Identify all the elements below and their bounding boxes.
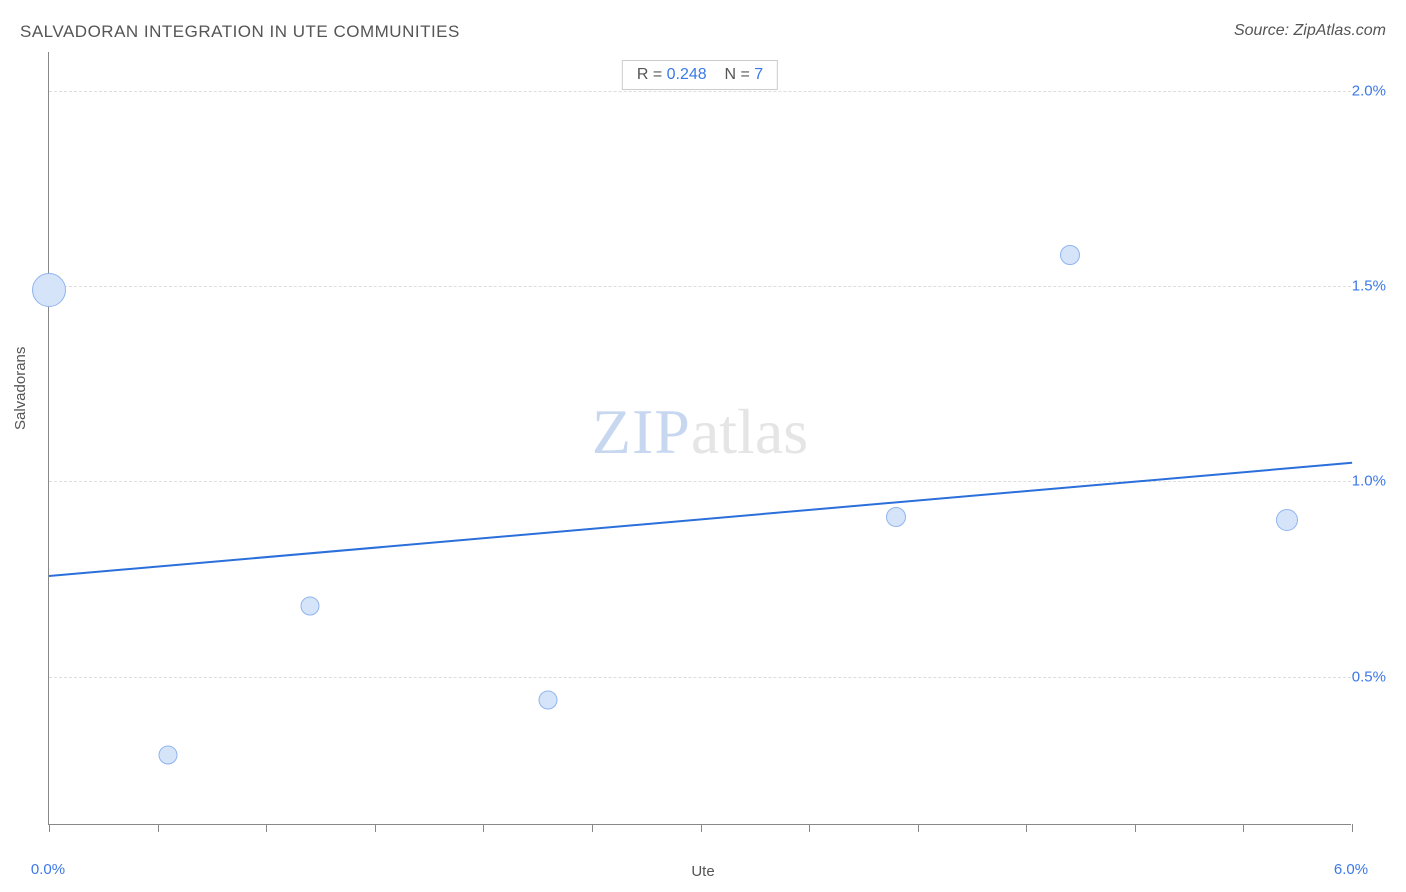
x-tick [266, 824, 267, 832]
x-tick-label-start: 0.0% [31, 861, 65, 878]
x-tick [1135, 824, 1136, 832]
data-point [886, 507, 906, 527]
x-tick [1352, 824, 1353, 832]
chart-container: SALVADORAN INTEGRATION IN UTE COMMUNITIE… [0, 0, 1406, 892]
x-tick-label-end: 6.0% [1334, 861, 1368, 878]
watermark: ZIPatlas [592, 395, 808, 469]
chart-title: SALVADORAN INTEGRATION IN UTE COMMUNITIE… [20, 22, 460, 42]
y-tick-label: 2.0% [1352, 83, 1386, 100]
source-attribution: Source: ZipAtlas.com [1234, 22, 1386, 40]
data-point [300, 597, 319, 616]
x-tick [1243, 824, 1244, 832]
x-tick [1026, 824, 1027, 832]
x-axis-label: Ute [691, 863, 714, 880]
y-tick-label: 0.5% [1352, 668, 1386, 685]
data-point [1060, 245, 1080, 265]
gridline [49, 91, 1351, 92]
gridline [49, 481, 1351, 482]
plot-area: ZIPatlas R = 0.248 N = 7 [48, 52, 1351, 825]
x-tick [809, 824, 810, 832]
y-tick-label: 1.0% [1352, 473, 1386, 490]
regression-line [49, 462, 1352, 577]
data-point [32, 273, 66, 307]
gridline [49, 677, 1351, 678]
x-tick [158, 824, 159, 832]
data-point [159, 745, 178, 764]
x-tick [375, 824, 376, 832]
x-tick [483, 824, 484, 832]
n-value: 7 [754, 66, 763, 83]
watermark-atlas: atlas [691, 396, 808, 467]
r-label: R = [637, 66, 662, 83]
y-tick-label: 1.5% [1352, 278, 1386, 295]
stats-box: R = 0.248 N = 7 [622, 60, 778, 90]
data-point [539, 691, 558, 710]
watermark-zip: ZIP [592, 396, 691, 467]
r-value: 0.248 [667, 66, 707, 83]
gridline [49, 286, 1351, 287]
data-point [1276, 509, 1298, 531]
x-tick [49, 824, 50, 832]
x-tick [592, 824, 593, 832]
x-tick [701, 824, 702, 832]
y-axis-label: Salvadorans [12, 347, 29, 430]
x-tick [918, 824, 919, 832]
n-label: N = [724, 66, 749, 83]
